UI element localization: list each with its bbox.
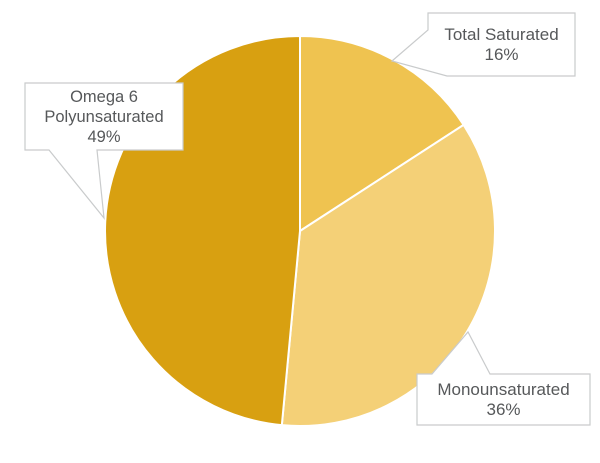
callout-shape-total-saturated	[390, 12, 576, 77]
pie-slice-monounsaturated[interactable]	[280, 123, 496, 427]
callout-shape-monounsaturated	[416, 330, 591, 426]
callout-shape-omega6-polyunsaturated	[24, 82, 184, 220]
callout-shapes	[24, 12, 591, 426]
